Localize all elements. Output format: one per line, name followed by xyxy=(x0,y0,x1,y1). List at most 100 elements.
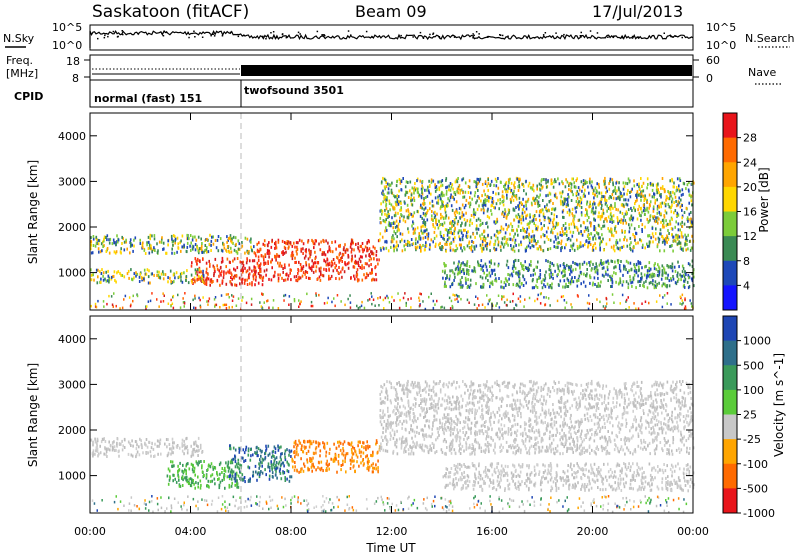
power-cell xyxy=(247,283,249,286)
power-cell xyxy=(643,182,645,185)
power-cell xyxy=(467,260,469,263)
noise-search-dot xyxy=(682,37,684,39)
power-cell xyxy=(661,274,663,277)
velocity-cell xyxy=(358,441,360,444)
noise-left-label: N.Sky xyxy=(3,32,35,45)
velocity-cell xyxy=(203,460,205,463)
power-cell xyxy=(148,236,150,239)
power-cell xyxy=(342,267,344,270)
power-cell xyxy=(246,279,248,282)
power-scatter-cell xyxy=(380,296,382,299)
power-cell xyxy=(514,241,516,244)
cpid-label: CPID xyxy=(14,90,43,103)
power-cell xyxy=(631,268,633,271)
power-cell xyxy=(562,230,564,233)
nave-right-tick-bottom: 0 xyxy=(706,72,713,85)
power-cell xyxy=(585,226,587,229)
power-cell xyxy=(425,214,427,217)
power-cell xyxy=(432,223,434,226)
power-cell xyxy=(669,279,671,282)
power-cell xyxy=(487,215,489,218)
power-cell xyxy=(196,263,198,266)
power-scatter-cell xyxy=(561,296,563,299)
power-cell xyxy=(484,235,486,238)
velocity-cell xyxy=(136,443,138,446)
velocity-cell xyxy=(353,452,355,455)
power-cell xyxy=(336,256,338,259)
power-scatter-cell xyxy=(645,301,647,304)
power-cell xyxy=(263,276,265,279)
velocity-cell xyxy=(236,479,238,482)
velocity-cell xyxy=(93,441,95,444)
power-cell xyxy=(395,245,397,248)
power-scatter-cell xyxy=(397,292,399,295)
power-scatter-cell xyxy=(612,293,614,296)
power-cell xyxy=(637,190,639,193)
velocity-cell xyxy=(343,454,345,457)
power-cell xyxy=(149,282,151,285)
power-cell xyxy=(492,280,494,283)
power-cell xyxy=(626,203,628,206)
power-cell xyxy=(116,250,118,253)
power-cell xyxy=(565,222,567,225)
power-cell xyxy=(400,240,402,243)
velocity-cell xyxy=(294,465,296,468)
power-cell xyxy=(666,285,668,288)
noise-right-label: N.Search xyxy=(745,32,795,45)
power-cell xyxy=(606,210,608,213)
power-cell xyxy=(575,207,577,210)
power-cell xyxy=(463,214,465,217)
power-cell xyxy=(314,257,316,260)
power-cell xyxy=(314,251,316,254)
power-cell xyxy=(496,184,498,187)
power-scatter-cell xyxy=(520,300,522,303)
power-cell xyxy=(548,209,550,212)
velocity-cell xyxy=(235,449,237,452)
power-cell xyxy=(656,198,658,201)
power-cell xyxy=(471,269,473,272)
power-cell xyxy=(649,219,651,222)
power-cell xyxy=(348,256,350,259)
power-ylabel: Slant Range [km] xyxy=(26,160,40,264)
power-cell xyxy=(601,215,603,218)
power-cell xyxy=(381,180,383,183)
power-cell xyxy=(592,263,594,266)
power-cell xyxy=(526,246,528,249)
power-cell xyxy=(639,261,641,264)
power-cell xyxy=(329,262,331,265)
velocity-cell xyxy=(195,481,197,484)
power-cell xyxy=(506,197,508,200)
power-cell xyxy=(596,189,598,192)
power-cell xyxy=(476,245,478,248)
nave-right-tick-top: 60 xyxy=(706,54,720,67)
power-cell xyxy=(523,205,525,208)
power-cell xyxy=(234,249,236,252)
velocity-cell xyxy=(200,480,202,483)
power-cell xyxy=(572,247,574,250)
velocity-cell xyxy=(250,448,252,451)
power-cell xyxy=(676,186,678,189)
power-cell xyxy=(386,247,388,250)
velocity-cell xyxy=(245,459,247,462)
power-cell xyxy=(391,240,393,243)
noise-search-dot xyxy=(638,36,640,38)
power-cell xyxy=(605,273,607,276)
power-cell xyxy=(638,225,640,228)
velocity-cell xyxy=(183,452,185,455)
power-cell xyxy=(397,198,399,201)
velocity-cell xyxy=(202,470,204,473)
power-cell xyxy=(629,218,631,221)
power-cell xyxy=(195,257,197,260)
power-scatter-cell xyxy=(410,306,412,309)
velocity-cell xyxy=(151,442,153,445)
power-cell xyxy=(363,266,365,269)
power-cell xyxy=(636,199,638,202)
power-cell xyxy=(593,196,595,199)
power-cell xyxy=(487,189,489,192)
power-cell xyxy=(482,269,484,272)
power-scatter-cell xyxy=(215,296,217,299)
power-scatter-cell xyxy=(177,294,179,297)
power-cell xyxy=(455,268,457,271)
power-scatter-cell xyxy=(216,304,218,307)
